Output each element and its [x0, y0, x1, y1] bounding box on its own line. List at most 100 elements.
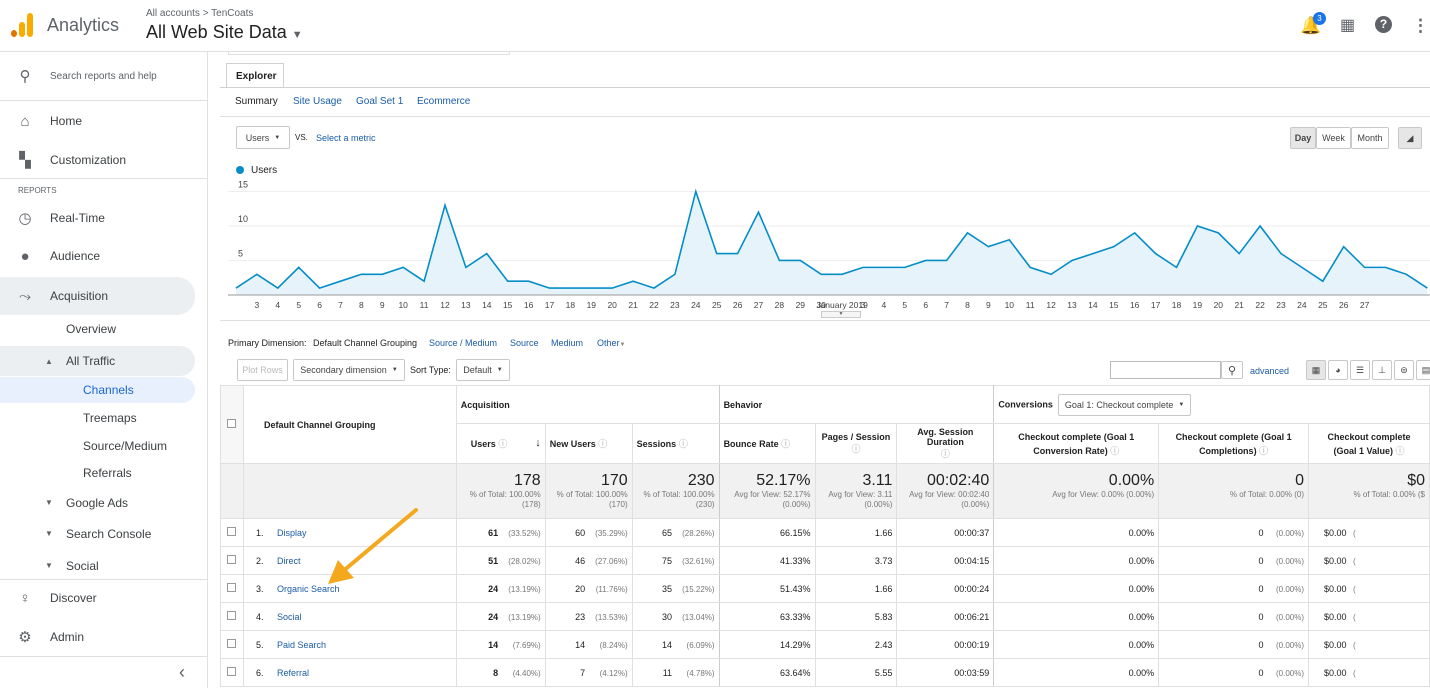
- more-vert-icon[interactable]: ⋮: [1412, 16, 1429, 35]
- row-index: 3.: [255, 583, 264, 594]
- apps-grid-icon[interactable]: ▦: [1340, 17, 1356, 34]
- data-point: [1405, 273, 1407, 275]
- sidebar-item-customization[interactable]: ▚ Customization: [0, 142, 195, 178]
- sidebar-item-social[interactable]: Social: [66, 559, 99, 573]
- search-input[interactable]: Search reports and help: [50, 70, 157, 82]
- channel-link[interactable]: Organic Search: [276, 583, 340, 594]
- dimension-medium[interactable]: Medium: [551, 338, 584, 348]
- row-users-pct: (13.19%): [508, 584, 541, 594]
- subtab-summary[interactable]: Summary: [235, 96, 278, 107]
- dimension-default-channel[interactable]: Default Channel Grouping: [313, 338, 418, 348]
- sidebar-item-admin[interactable]: ⚙ Admin: [0, 619, 195, 655]
- row-checkbox[interactable]: [227, 527, 237, 536]
- metric-select[interactable]: Users ▼: [236, 126, 290, 149]
- x-tick-label: 28: [775, 300, 785, 310]
- data-point: [1071, 259, 1073, 261]
- data-point: [1363, 266, 1365, 268]
- select-all-checkbox[interactable]: [227, 419, 237, 428]
- chart-resize-handle[interactable]: ▼: [821, 311, 861, 318]
- row-checkbox[interactable]: [227, 555, 237, 564]
- column-header-new-users-label: New Users: [549, 439, 596, 449]
- sidebar-item-discover[interactable]: ♀ Discover: [0, 580, 195, 616]
- total-pages-session-sub: Avg for View: 3.11 (0.00%): [828, 490, 893, 509]
- pie-view-icon[interactable]: ◕: [1328, 360, 1348, 380]
- column-header-pages-session[interactable]: Pages / Session ⓘ: [814, 423, 898, 464]
- select-metric-link[interactable]: Select a metric: [316, 133, 376, 143]
- sidebar-item-audience[interactable]: ● Audience: [0, 238, 195, 274]
- view-selector[interactable]: All Web Site Data ▼: [146, 22, 303, 43]
- sidebar-item-google-ads[interactable]: Google Ads: [66, 496, 129, 510]
- sidebar-item-realtime[interactable]: ◷ Real-Time: [0, 200, 195, 236]
- collapse-sidebar-icon[interactable]: ‹: [179, 662, 185, 682]
- sidebar-item-all-traffic[interactable]: ▲ All Traffic: [0, 346, 195, 376]
- caret-down-icon: ▼: [45, 529, 53, 538]
- row-users: 8: [493, 667, 499, 678]
- column-header-new-users[interactable]: New Users ⓘ: [544, 423, 633, 464]
- term-cloud-icon[interactable]: ⊜: [1394, 360, 1414, 380]
- sidebar-item-overview[interactable]: Overview: [66, 322, 117, 336]
- channel-link[interactable]: Display: [276, 527, 307, 538]
- column-header-goal-value[interactable]: Checkout complete (Goal 1 Value) ⓘ: [1308, 423, 1430, 464]
- row-checkbox[interactable]: [227, 667, 237, 676]
- sidebar-item-treemaps[interactable]: Treemaps: [83, 411, 137, 425]
- subtab-ecommerce[interactable]: Ecommerce: [417, 96, 471, 107]
- performance-view-icon[interactable]: ☰: [1350, 360, 1370, 380]
- column-header-bounce-rate[interactable]: Bounce Rate ⓘ: [718, 423, 816, 464]
- sidebar-item-home[interactable]: ⌂ Home: [0, 103, 195, 139]
- search-reports[interactable]: ⚲ Search reports and help: [0, 58, 195, 94]
- channel-link[interactable]: Direct: [276, 555, 301, 566]
- secondary-dimension-select[interactable]: Secondary dimension ▼: [293, 359, 405, 381]
- data-point: [256, 273, 258, 275]
- sidebar-item-referrals[interactable]: Referrals: [83, 466, 132, 480]
- goal-select[interactable]: Goal 1: Checkout complete ▼: [1057, 393, 1192, 416]
- pivot-view-icon[interactable]: ▤: [1416, 360, 1430, 380]
- column-header-users[interactable]: Users ⓘ ↓: [455, 423, 546, 464]
- x-tick-label: 5: [296, 300, 301, 310]
- data-point: [235, 287, 237, 289]
- advanced-link[interactable]: advanced: [1250, 366, 1290, 376]
- row-checkbox[interactable]: [227, 639, 237, 648]
- data-point: [778, 259, 780, 261]
- column-header-conversion-rate[interactable]: Checkout complete (Goal 1 Conversion Rat…: [993, 423, 1160, 464]
- channel-link[interactable]: Social: [276, 611, 302, 622]
- column-header-sessions[interactable]: Sessions ⓘ: [631, 423, 720, 464]
- range-month-button[interactable]: Month: [1351, 127, 1389, 149]
- tab-explorer[interactable]: Explorer: [226, 63, 284, 87]
- row-checkbox[interactable]: [227, 583, 237, 592]
- comparison-view-icon[interactable]: ⊥: [1372, 360, 1392, 380]
- column-header-avg-session-duration[interactable]: Avg. Session Duration ⓘ: [896, 423, 995, 464]
- help-icon: ⓘ: [940, 449, 950, 459]
- data-point: [966, 232, 968, 234]
- dimension-source[interactable]: Source: [510, 338, 539, 348]
- row-checkbox[interactable]: [227, 611, 237, 620]
- channel-link[interactable]: Paid Search: [276, 639, 327, 650]
- sidebar-item-source-medium[interactable]: Source/Medium: [83, 439, 168, 453]
- help-icon[interactable]: ?: [1375, 16, 1392, 33]
- row-users-pct: (4.40%): [512, 668, 541, 678]
- data-point: [1384, 266, 1386, 268]
- sidebar-item-search-console[interactable]: Search Console: [66, 527, 152, 541]
- plot-rows-button[interactable]: Plot Rows: [237, 359, 288, 381]
- report-table: Default Channel Grouping Acquisition Beh…: [220, 385, 1430, 687]
- dimension-source-medium[interactable]: Source / Medium: [429, 338, 498, 348]
- search-icon[interactable]: ⚲: [1221, 361, 1243, 379]
- range-day-button[interactable]: Day: [1290, 127, 1316, 149]
- analytics-logo[interactable]: [11, 13, 33, 37]
- row-conversion-rate: 0.00%: [993, 658, 1160, 687]
- breadcrumb[interactable]: All accounts > TenCoats: [146, 8, 254, 19]
- sort-type-select[interactable]: Default ▼: [456, 359, 510, 381]
- subtab-site-usage[interactable]: Site Usage: [293, 96, 342, 107]
- data-point: [569, 287, 571, 289]
- sidebar-item-channels[interactable]: Channels: [0, 377, 195, 403]
- dimension-other[interactable]: Other▼: [597, 338, 625, 348]
- table-view-icon[interactable]: ▦: [1306, 360, 1326, 380]
- row-conversion-rate: 0.00%: [993, 602, 1160, 631]
- range-week-button[interactable]: Week: [1316, 127, 1351, 149]
- row-bounce-rate: 51.43%: [718, 574, 816, 603]
- line-chart-icon[interactable]: ◢: [1398, 127, 1422, 149]
- channel-link[interactable]: Referral: [276, 667, 309, 678]
- table-search-input[interactable]: [1110, 361, 1221, 379]
- sidebar-item-acquisition[interactable]: ⤳ Acquisition: [0, 277, 195, 315]
- column-header-completions[interactable]: Checkout complete (Goal 1 Completions) ⓘ: [1158, 423, 1309, 464]
- subtab-goal-set-1[interactable]: Goal Set 1: [356, 96, 404, 107]
